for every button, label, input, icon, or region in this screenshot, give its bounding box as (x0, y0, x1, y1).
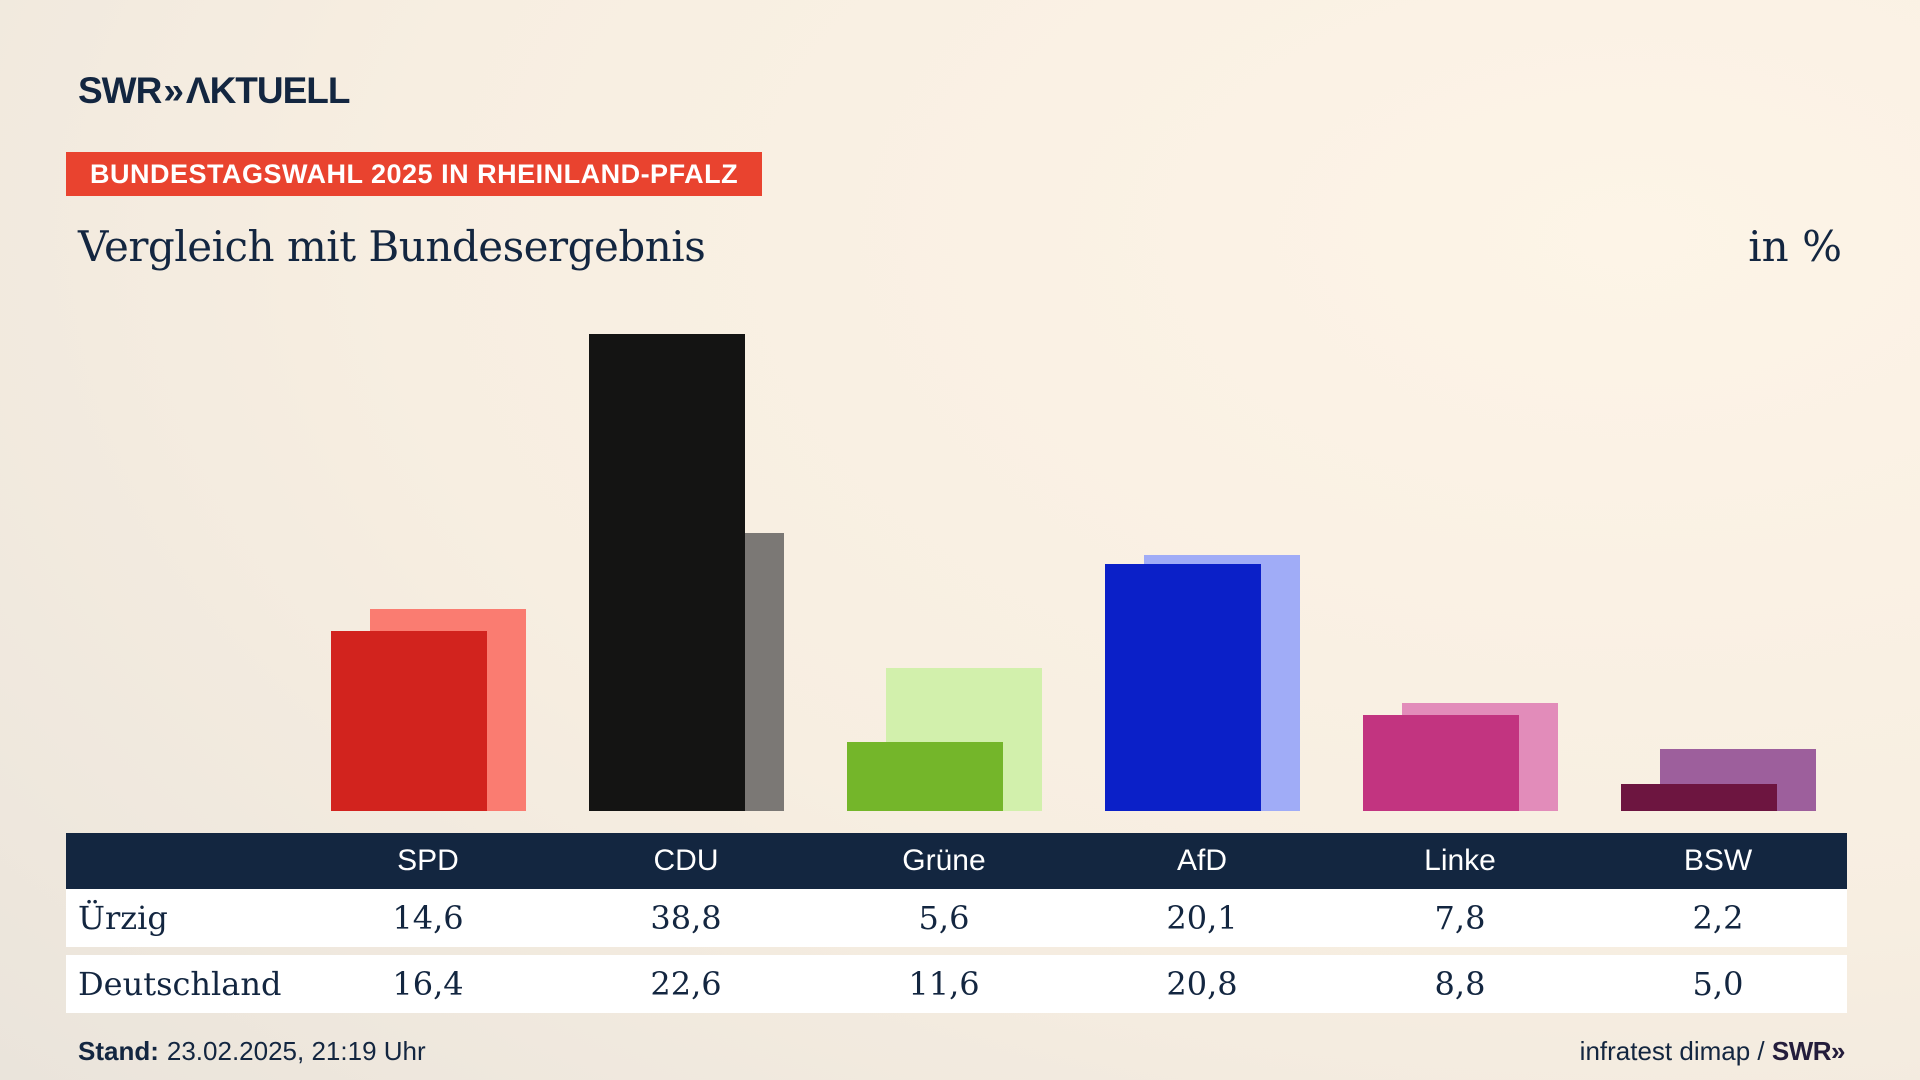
bar-chart (331, 334, 1816, 811)
swr-aktuell-logo: SWR» ΛKTUELL (78, 70, 351, 112)
value-uerzig-spd: 14,6 (392, 899, 464, 937)
value-uerzig-afd: 20,1 (1166, 899, 1238, 937)
bar-uerzig-linke (1363, 715, 1519, 811)
logo-aktuell-text: ΛKTUELL (185, 70, 351, 111)
source-attribution: infratest dimap / SWR» (1579, 1036, 1846, 1067)
table-header-cdu: CDU (653, 844, 719, 877)
bar-uerzig-bsw (1621, 784, 1777, 811)
value-deutschland-cdu: 22,6 (650, 965, 722, 1003)
unit-label: in % (1748, 222, 1842, 271)
value-uerzig-cdu: 38,8 (650, 899, 722, 937)
table-header-gruene: Grüne (902, 844, 986, 877)
source-swr-logo: SWR» (1771, 1036, 1846, 1066)
bar-uerzig-grüne (847, 742, 1003, 811)
table-header-afd: AfD (1176, 844, 1227, 877)
bar-uerzig-cdu (589, 334, 745, 811)
page-title: Vergleich mit Bundesergebnis (78, 222, 706, 271)
value-deutschland-gruene: 11,6 (908, 965, 980, 1003)
table-header-bsw: BSW (1683, 844, 1753, 877)
value-uerzig-linke: 7,8 (1434, 899, 1486, 937)
bar-uerzig-spd (331, 631, 487, 811)
value-deutschland-bsw: 5,0 (1692, 965, 1744, 1003)
table-row-deutschland: Deutschland 16,4 22,6 11,6 20,8 8,8 5,0 (66, 955, 1847, 1013)
table-header-linke: Linke (1424, 844, 1496, 877)
stand-value: 23.02.2025, 21:19 Uhr (166, 1036, 426, 1066)
stand-label: Stand: (78, 1036, 159, 1066)
badge-label: BUNDESTAGSWAHL 2025 IN RHEINLAND-PFALZ (90, 158, 739, 189)
value-deutschland-spd: 16,4 (392, 965, 464, 1003)
table-header-row: SPD CDU Grüne AfD Linke BSW (66, 833, 1847, 889)
election-badge: BUNDESTAGSWAHL 2025 IN RHEINLAND-PFALZ (66, 152, 763, 196)
bar-uerzig-afd (1105, 564, 1261, 811)
table-header-spd: SPD (397, 844, 459, 877)
value-deutschland-linke: 8,8 (1434, 965, 1486, 1003)
row-label: Ürzig (78, 899, 168, 937)
value-deutschland-afd: 20,8 (1166, 965, 1238, 1003)
table-row-separator (66, 947, 1847, 955)
results-table: SPD CDU Grüne AfD Linke BSW Ürzig 14,6 3… (66, 833, 1847, 1013)
source-text: infratest dimap / (1579, 1036, 1772, 1066)
status-timestamp: Stand: 23.02.2025, 21:19 Uhr (78, 1036, 426, 1067)
table-row-uerzig: Ürzig 14,6 38,8 5,6 20,1 7,8 2,2 (66, 889, 1847, 947)
logo-swr-text: SWR (78, 70, 162, 111)
chevrons-icon: » (163, 70, 184, 111)
value-uerzig-bsw: 2,2 (1692, 899, 1744, 937)
row-label: Deutschland (78, 965, 282, 1003)
value-uerzig-gruene: 5,6 (918, 899, 970, 937)
